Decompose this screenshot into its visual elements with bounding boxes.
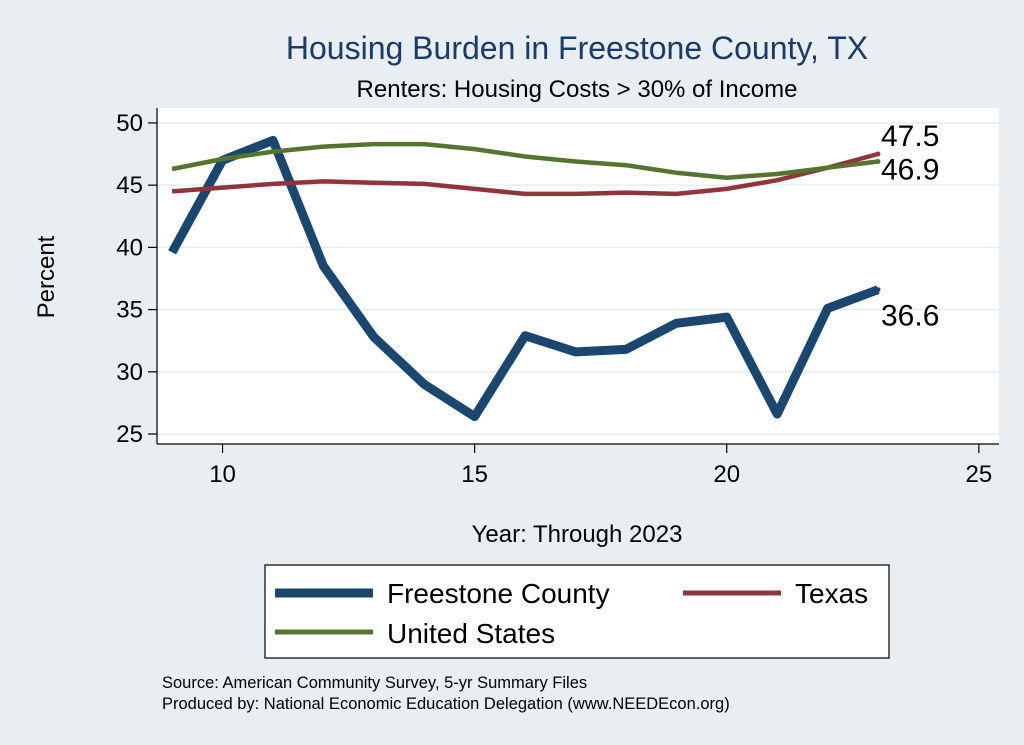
y-tick-label: 40 <box>116 234 143 261</box>
legend-label-united-states: United States <box>387 618 555 649</box>
source-note: Source: American Community Survey, 5-yr … <box>162 674 587 692</box>
x-tick-label: 10 <box>209 461 236 488</box>
y-tick-label: 35 <box>116 297 143 324</box>
end-label-united-states: 46.9 <box>881 154 939 187</box>
end-point-marker <box>875 287 881 293</box>
x-tick-label: 15 <box>461 461 488 488</box>
end-label-texas: 47.5 <box>881 120 939 153</box>
series-lines <box>168 135 880 422</box>
series-line-texas <box>171 151 879 197</box>
legend-label-freestone-county: Freestone County <box>387 578 610 609</box>
x-tick-label: 25 <box>965 461 992 488</box>
chart-title: Housing Burden in Freestone County, TX <box>286 30 868 66</box>
y-tick-label: 25 <box>116 421 143 448</box>
end-label-freestone-county: 36.6 <box>881 300 939 333</box>
y-axis-title: Percent <box>33 235 60 318</box>
x-tick-label: 20 <box>713 461 740 488</box>
producer-note: Produced by: National Economic Education… <box>162 695 730 713</box>
series-line-united-states <box>171 141 879 180</box>
x-axis-title: Year: Through 2023 <box>472 521 683 548</box>
y-tick-label: 50 <box>116 110 143 137</box>
grid-lines <box>157 122 999 435</box>
end-point-marker <box>875 159 881 165</box>
legend-box <box>264 564 890 659</box>
chart-subtitle: Renters: Housing Costs > 30% of Income <box>357 76 798 103</box>
legend: Freestone County Texas United States <box>264 564 890 659</box>
end-labels: 36.6 47.546.9 <box>875 120 939 333</box>
end-point-marker <box>875 151 881 157</box>
legend-label-texas: Texas <box>795 578 868 609</box>
x-axis: 10 15 20 25 <box>157 443 999 488</box>
y-tick-label: 30 <box>116 359 143 386</box>
y-axis: 25 30 35 40 45 50 <box>116 108 158 448</box>
y-tick-label: 45 <box>116 172 143 199</box>
